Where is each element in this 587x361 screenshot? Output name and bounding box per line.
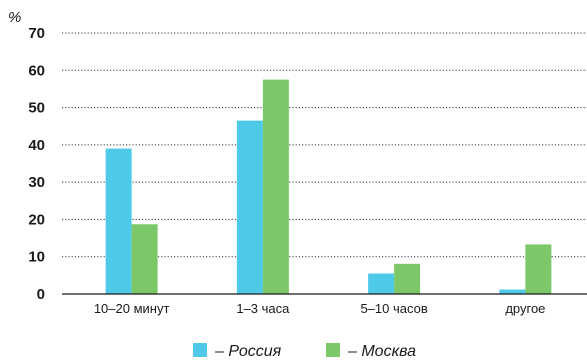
- x-tick-labels: 10–20 минут 1–3 часа 5–10 часов другое: [94, 301, 546, 316]
- legend-dash: –: [347, 343, 361, 360]
- bar-moscow: [394, 263, 421, 294]
- y-axis-unit-label: %: [8, 9, 21, 26]
- bar-moscow: [525, 244, 552, 294]
- y-tick-label: 10: [28, 249, 45, 266]
- y-tick-label: 50: [28, 100, 45, 117]
- bar-russia: [105, 148, 132, 294]
- x-tick-label: 10–20 минут: [94, 301, 170, 316]
- y-tick-label: 40: [28, 137, 45, 154]
- x-tick-label: 1–3 часа: [236, 301, 290, 316]
- legend-series-name: Россия: [228, 343, 281, 360]
- y-tick-labels: 0 10 20 30 40 50 60 70: [28, 25, 45, 303]
- y-tick-label: 20: [28, 211, 45, 228]
- y-tick-label: 60: [28, 62, 45, 79]
- bar-russia: [236, 120, 263, 294]
- legend: – Россия – Москва: [193, 343, 416, 360]
- legend-series-name: Москва: [361, 343, 416, 360]
- legend-dash: –: [214, 343, 228, 360]
- bars: [105, 79, 552, 294]
- legend-entry: – Россия: [214, 343, 282, 360]
- bar-moscow: [262, 79, 289, 294]
- gridlines: [62, 32, 587, 258]
- x-tick-label: другое: [505, 301, 545, 316]
- x-tick-label: 5–10 часов: [360, 301, 427, 316]
- legend-swatch: [326, 343, 340, 357]
- y-tick-label: 70: [28, 25, 45, 42]
- legend-entry: – Москва: [347, 343, 416, 360]
- bar-russia: [368, 273, 395, 294]
- legend-swatch: [193, 343, 207, 357]
- y-tick-label: 30: [28, 174, 45, 191]
- y-tick-label: 0: [37, 286, 45, 303]
- bar-russia: [499, 289, 526, 294]
- bar-moscow: [131, 224, 158, 294]
